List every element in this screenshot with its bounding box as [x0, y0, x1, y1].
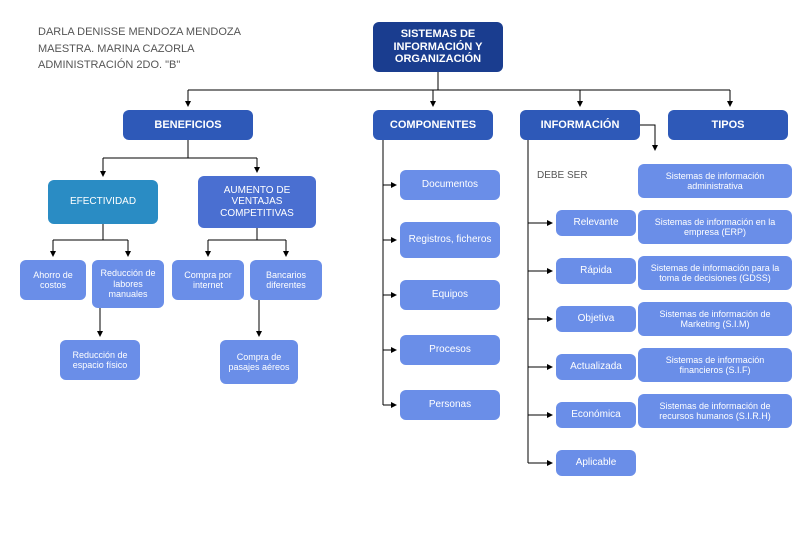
node-actualizada: Actualizada: [556, 354, 636, 380]
debe-ser-label: DEBE SER: [534, 170, 591, 181]
node-registros: Registros, ficheros: [400, 222, 500, 258]
node-beneficios: BENEFICIOS: [123, 110, 253, 140]
header-text: DARLA DENISSE MENDOZA MENDOZA MAESTRA. M…: [38, 24, 241, 74]
node-ahorro: Ahorro de costos: [20, 260, 86, 300]
node-tipo4: Sistemas de información de Marketing (S.…: [638, 302, 792, 336]
node-informacion: INFORMACIÓN: [520, 110, 640, 140]
node-documentos: Documentos: [400, 170, 500, 200]
header-line-1: DARLA DENISSE MENDOZA MENDOZA: [38, 24, 241, 41]
node-economica: Económica: [556, 402, 636, 428]
node-tipo1: Sistemas de información administrativa: [638, 164, 792, 198]
node-reduccion-espacio: Reducción de espacio físico: [60, 340, 140, 380]
node-aplicable: Aplicable: [556, 450, 636, 476]
node-compra-pasajes: Compra de pasajes aéreos: [220, 340, 298, 384]
node-aumento: AUMENTO DE VENTAJAS COMPETITIVAS: [198, 176, 316, 228]
node-root: SISTEMAS DE INFORMACIÓN Y ORGANIZACIÓN: [373, 22, 503, 72]
node-tipo5: Sistemas de información financieros (S.I…: [638, 348, 792, 382]
node-bancarios: Bancarios diferentes: [250, 260, 322, 300]
header-line-3: ADMINISTRACIÓN 2DO. "B": [38, 57, 241, 74]
node-rapida: Rápida: [556, 258, 636, 284]
header-line-2: MAESTRA. MARINA CAZORLA: [38, 41, 241, 58]
node-efectividad: EFECTIVIDAD: [48, 180, 158, 224]
node-relevante: Relevante: [556, 210, 636, 236]
node-tipo3: Sistemas de información para la toma de …: [638, 256, 792, 290]
node-procesos: Procesos: [400, 335, 500, 365]
node-tipo2: Sistemas de información en la empresa (E…: [638, 210, 792, 244]
node-tipos: TIPOS: [668, 110, 788, 140]
node-objetiva: Objetiva: [556, 306, 636, 332]
node-componentes: COMPONENTES: [373, 110, 493, 140]
node-reduccion-labores: Reducción de labores manuales: [92, 260, 164, 308]
node-tipo6: Sistemas de información de recursos huma…: [638, 394, 792, 428]
node-compra-internet: Compra por internet: [172, 260, 244, 300]
node-equipos: Equipos: [400, 280, 500, 310]
node-personas: Personas: [400, 390, 500, 420]
